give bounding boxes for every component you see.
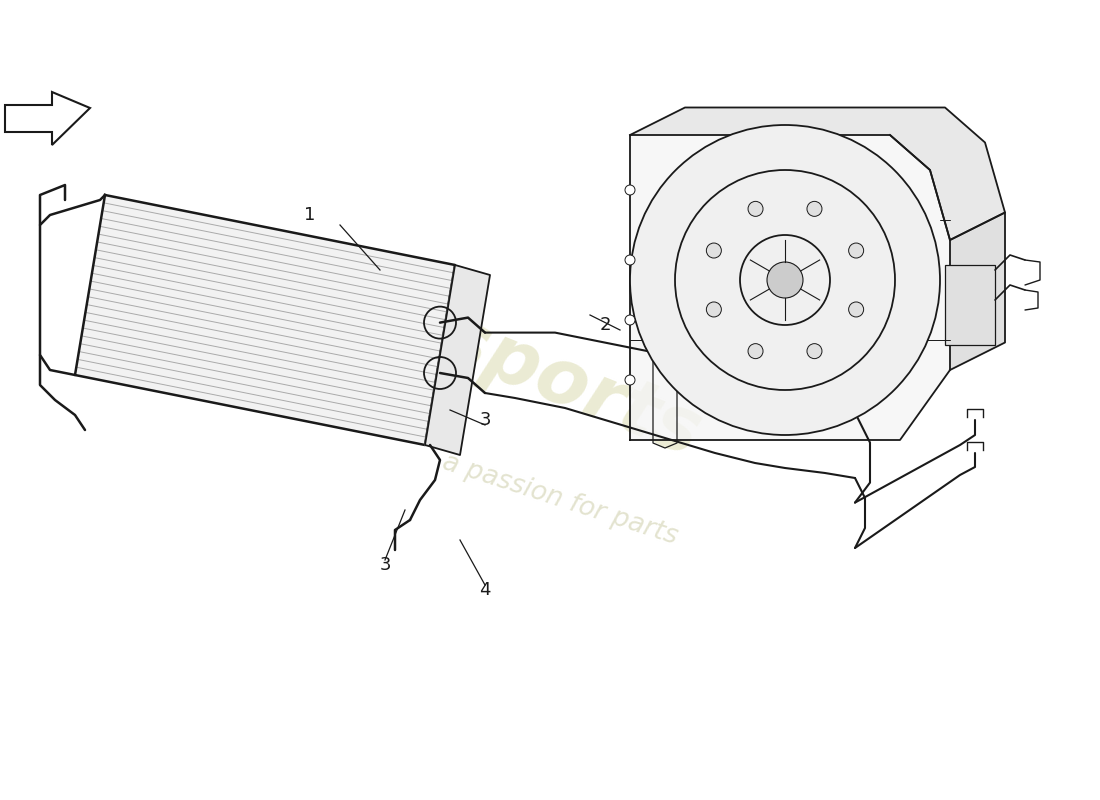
Text: a passion for parts: a passion for parts [439,450,681,550]
Circle shape [748,344,763,358]
Polygon shape [950,213,1005,370]
Circle shape [848,302,864,317]
Circle shape [625,185,635,195]
Text: 1: 1 [305,206,316,224]
Circle shape [807,202,822,216]
Polygon shape [75,195,455,445]
Text: 2: 2 [600,316,610,334]
Circle shape [625,255,635,265]
Polygon shape [630,135,950,440]
Polygon shape [6,92,90,145]
Circle shape [706,243,722,258]
Circle shape [706,302,722,317]
Circle shape [630,125,940,435]
Circle shape [625,315,635,325]
Circle shape [748,202,763,216]
Bar [945,265,996,345]
Polygon shape [630,107,1005,240]
Circle shape [807,344,822,358]
Text: 3: 3 [480,411,491,429]
Text: 4: 4 [480,581,491,599]
Polygon shape [425,265,490,455]
Circle shape [625,375,635,385]
Text: eurosports: eurosports [249,228,711,472]
Circle shape [767,262,803,298]
Text: 3: 3 [379,556,390,574]
Circle shape [848,243,864,258]
